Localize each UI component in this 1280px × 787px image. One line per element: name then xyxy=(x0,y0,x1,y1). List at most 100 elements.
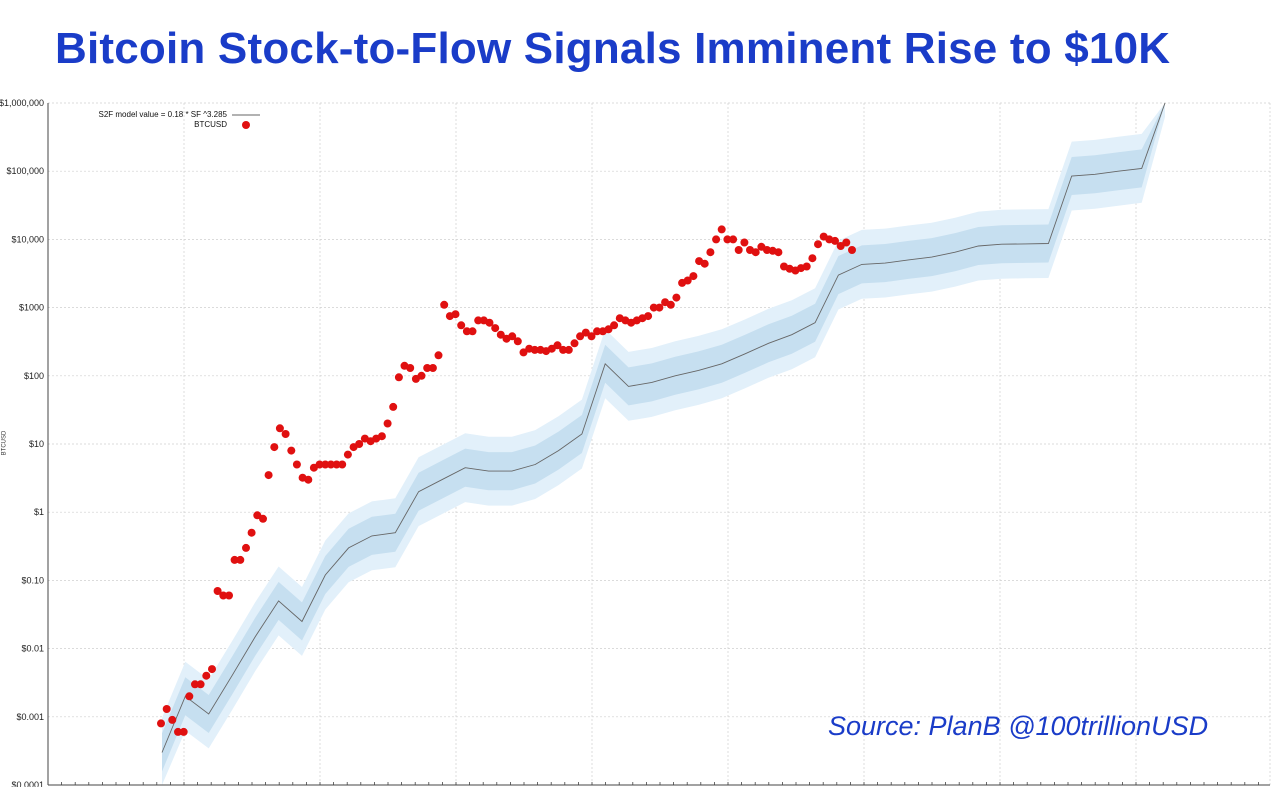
btcusd-point xyxy=(247,528,256,537)
btcusd-point xyxy=(700,259,709,268)
btcusd-point xyxy=(213,587,222,595)
btcusd-point xyxy=(508,332,517,341)
btcusd-point xyxy=(553,341,562,350)
btcusd-point xyxy=(332,460,341,469)
btcusd-point xyxy=(485,318,494,327)
btcusd-point xyxy=(729,235,738,244)
page-title: Bitcoin Stock-to-Flow Signals Imminent R… xyxy=(55,24,1171,73)
btcusd-point xyxy=(434,351,443,360)
btcusd-point xyxy=(428,364,437,372)
btcusd-point xyxy=(270,443,279,452)
model-line-series xyxy=(161,102,1166,753)
btcusd-point xyxy=(751,248,760,257)
btcusd-point xyxy=(242,543,250,552)
btcusd-point xyxy=(225,591,233,600)
y-tick-label: $10,000 xyxy=(11,234,44,244)
btcusd-point xyxy=(717,225,726,234)
btcusd-point xyxy=(417,371,426,380)
btcusd-point xyxy=(610,321,619,330)
y-axis-label: BTCUSD xyxy=(1,430,8,456)
btcusd-point xyxy=(406,364,415,372)
btcusd-point xyxy=(275,424,284,433)
btcusd-point xyxy=(462,327,471,336)
model-band-inner xyxy=(162,103,1165,772)
btcusd-point xyxy=(513,337,522,346)
btcusd-point xyxy=(564,345,573,354)
axes: $1,000,000 $100,000 $10,000 $1000 $100 $10 $1 $… xyxy=(0,98,1270,787)
btcusd-point xyxy=(593,327,602,336)
y-tick-label: $100,000 xyxy=(6,166,44,176)
btcusd-point xyxy=(191,680,199,689)
btcusd-point xyxy=(474,316,483,325)
btcusd-point xyxy=(377,432,386,441)
btcusd-point xyxy=(185,692,194,701)
y-tick-label: $10 xyxy=(29,439,44,449)
legend-btcusd-label: BTCUSD xyxy=(194,120,227,129)
y-tick-label: $1,000,000 xyxy=(0,98,44,108)
btcusd-point xyxy=(519,348,528,357)
btcusd-point xyxy=(842,238,851,247)
btcusd-point xyxy=(581,328,590,337)
btcusd-point xyxy=(179,727,188,736)
y-tick-label: $0.01 xyxy=(21,644,44,654)
btcusd-point xyxy=(315,460,324,469)
btcusd-point xyxy=(457,321,466,330)
btcusd-point xyxy=(208,665,216,674)
btcusd-point xyxy=(808,254,817,263)
y-tick-label: $0.001 xyxy=(16,712,44,722)
btcusd-point xyxy=(304,475,313,484)
btcusd-point xyxy=(723,235,732,244)
btcusd-point xyxy=(236,555,245,564)
btcusd-point xyxy=(440,300,449,309)
btcusd-point xyxy=(683,276,692,285)
y-tick-label: $1000 xyxy=(19,303,44,313)
btcusd-point xyxy=(292,460,301,469)
btcusd-point xyxy=(394,373,403,382)
btcusd-point xyxy=(814,240,822,249)
btcusd-point xyxy=(689,272,698,281)
btcusd-point xyxy=(230,555,239,564)
btcusd-point xyxy=(706,248,715,257)
y-tick-label: $0.0001 xyxy=(11,780,44,787)
legend-model-label: S2F model value = 0.18 * SF ^3.285 xyxy=(99,110,228,119)
btcusd-point xyxy=(848,246,856,254)
legend-btcusd-swatch xyxy=(242,121,250,129)
btcusd-point xyxy=(468,327,477,336)
btcusd-point xyxy=(712,235,721,244)
btcusd-point xyxy=(343,450,352,459)
btcusd-point xyxy=(831,236,839,245)
source-credit: Source: PlanB @100trillionUSD xyxy=(828,711,1209,741)
btcusd-point xyxy=(196,680,205,689)
btcusd-point xyxy=(259,514,267,523)
btcusd-point xyxy=(162,705,171,713)
btcusd-point xyxy=(338,460,347,469)
btcusd-point xyxy=(168,715,177,724)
btcusd-point xyxy=(740,238,749,247)
btcusd-point xyxy=(666,300,675,309)
band-inner xyxy=(162,103,1165,772)
btcusd-point xyxy=(559,345,568,354)
btcusd-point xyxy=(576,332,585,341)
btcusd-point xyxy=(570,339,579,348)
btcusd-point xyxy=(423,364,432,372)
btcusd-point xyxy=(774,248,783,257)
btcusd-points xyxy=(157,225,856,736)
btcusd-point xyxy=(389,402,398,411)
s2f-model-line xyxy=(161,102,1166,753)
btcusd-point xyxy=(734,246,743,254)
btcusd-point xyxy=(383,419,392,428)
btcusd-point xyxy=(587,332,596,341)
btcusd-point xyxy=(491,324,500,333)
btcusd-point xyxy=(287,446,296,455)
btcusd-point xyxy=(802,262,811,271)
btcusd-point xyxy=(672,293,681,302)
btcusd-point xyxy=(219,591,228,600)
btcusd-point xyxy=(174,727,182,736)
btcusd-point xyxy=(496,330,505,339)
btcusd-point xyxy=(451,310,460,319)
btcusd-point xyxy=(321,460,330,469)
btcusd-point xyxy=(649,303,658,312)
btcusd-point xyxy=(355,440,364,448)
btcusd-point xyxy=(655,303,664,312)
